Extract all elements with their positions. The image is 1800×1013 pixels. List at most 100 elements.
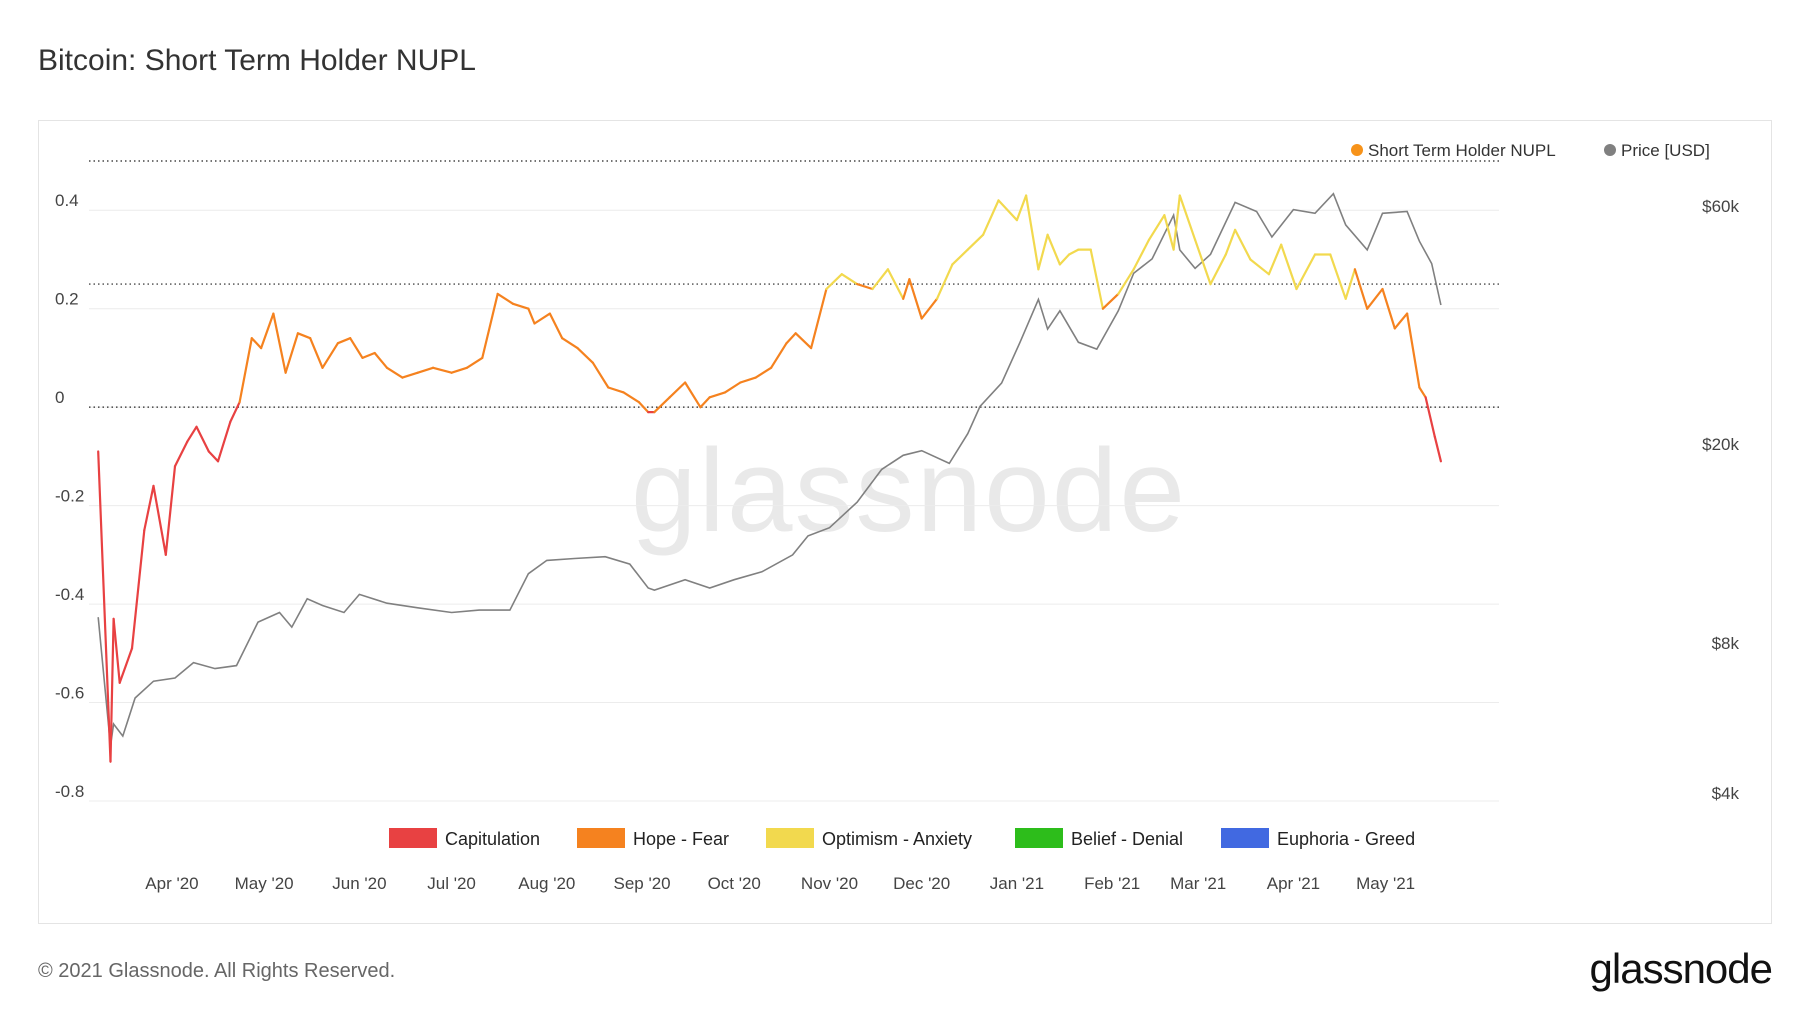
nupl-segment	[349, 337, 364, 359]
nupl-segment	[1058, 253, 1071, 266]
x-tick-label: Apr '21	[1267, 874, 1320, 893]
nupl-segment	[1418, 386, 1427, 399]
y-left-tick-label: -0.2	[55, 487, 84, 506]
nupl-segment	[164, 465, 177, 556]
nupl-segment	[1249, 258, 1271, 276]
x-axis-ticks: Apr '20 May '20 Jun '20 Jul '20 Aug '20 Sep '…	[145, 874, 1415, 893]
zone-swatch	[1221, 828, 1269, 848]
y-right-axis-ticks: $60k $20k $8k $4k	[1702, 197, 1739, 803]
nupl-segment	[997, 199, 1019, 222]
nupl-segment	[321, 342, 339, 369]
nupl-segment	[1101, 292, 1120, 310]
nupl-segment	[109, 617, 115, 763]
nupl-segment	[1329, 253, 1347, 300]
nupl-segment	[902, 278, 911, 300]
nupl-segment	[1024, 194, 1040, 271]
nupl-segment	[981, 199, 1000, 236]
nupl-segment	[1381, 287, 1396, 330]
nupl-segment	[97, 450, 112, 763]
nupl-segment	[195, 425, 210, 453]
nupl-segment	[238, 337, 253, 404]
nupl-segment	[1067, 248, 1080, 256]
nupl-segment	[229, 401, 241, 423]
nupl-segment	[576, 347, 595, 364]
zone-swatch	[577, 828, 625, 848]
nupl-segment	[548, 312, 564, 340]
nupl-segment	[1132, 238, 1151, 271]
nupl-segment	[112, 617, 121, 684]
nupl-segment	[1393, 312, 1409, 330]
nupl-segment	[1037, 233, 1049, 271]
nupl-segment	[385, 366, 404, 379]
nupl-segment	[1163, 214, 1175, 251]
nupl-segment	[173, 440, 189, 468]
nupl-segment	[935, 263, 954, 300]
nupl-segment	[186, 425, 198, 443]
nupl-segment	[296, 332, 312, 340]
nupl-segment	[216, 420, 232, 463]
nupl-segment	[1117, 268, 1135, 295]
x-tick-label: Jan '21	[990, 874, 1044, 893]
nupl-segment	[855, 283, 874, 291]
nupl-segment	[1353, 268, 1369, 310]
y-left-axis-ticks: 0.4 0.2 0 -0.2 -0.4 -0.6 -0.8	[55, 191, 84, 801]
chart-frame: glassnode 0.4 0.2 0 -0.2 -0.4 -0.6 -0.8 $60k $2…	[38, 120, 1772, 924]
nupl-segment	[607, 386, 625, 394]
y-left-tick-label: 0.2	[55, 290, 79, 309]
nupl-segment	[250, 337, 263, 350]
nupl-segment	[450, 366, 468, 374]
reference-lines	[89, 160, 1499, 408]
nupl-segment	[1172, 194, 1181, 251]
nupl-segment	[1193, 238, 1212, 286]
y-left-tick-label: -0.6	[55, 684, 84, 703]
x-tick-label: Aug '20	[518, 874, 575, 893]
nupl-segment	[1046, 233, 1062, 266]
nupl-segment	[1280, 243, 1298, 291]
nupl-segment	[284, 332, 299, 374]
glassnode-logo: glassnode	[1589, 945, 1773, 992]
nupl-segment	[1295, 253, 1317, 291]
nupl-segment	[533, 312, 551, 325]
x-tick-label: Dec '20	[893, 874, 950, 893]
nupl-segment	[951, 248, 969, 266]
nupl-segment	[309, 337, 324, 369]
watermark: glassnode	[631, 425, 1187, 557]
nupl-segment	[1424, 396, 1436, 438]
legend-marker	[1604, 144, 1616, 156]
y-right-tick-label: $4k	[1712, 784, 1740, 803]
nupl-segment	[1267, 243, 1283, 276]
nupl-segment	[207, 450, 220, 463]
nupl-segment	[1089, 248, 1105, 310]
nupl-segment	[152, 484, 167, 556]
nupl-segment	[336, 337, 352, 345]
nupl-segment	[825, 273, 843, 291]
series-legend: Short Term Holder NUPL Price [USD]	[1351, 141, 1710, 160]
nupl-segment	[591, 361, 610, 389]
nupl-segment	[723, 381, 742, 394]
nupl-segment	[373, 351, 389, 369]
nupl-segment	[1366, 287, 1384, 310]
nupl-segment	[432, 366, 453, 374]
nupl-segment	[683, 381, 702, 409]
nupl-segment	[1405, 312, 1421, 389]
legend-label: Price [USD]	[1621, 141, 1710, 160]
gridlines	[89, 209, 1499, 802]
nupl-segment	[1147, 214, 1166, 241]
nupl-segment	[769, 342, 788, 369]
x-tick-label: Oct '20	[708, 874, 761, 893]
nupl-segment	[622, 391, 641, 404]
footer-copyright: © 2021 Glassnode. All Rights Reserved.	[38, 960, 396, 982]
chart-svg: glassnode 0.4 0.2 0 -0.2 -0.4 -0.6 -0.8 $60k $2…	[55, 141, 1739, 893]
nupl-segment	[481, 292, 499, 359]
zone-label: Euphoria - Greed	[1277, 829, 1415, 849]
nupl-segment	[1015, 194, 1028, 222]
nupl-segment	[511, 302, 530, 310]
page-title: Bitcoin: Short Term Holder NUPL	[38, 44, 476, 77]
nupl-segment	[966, 233, 985, 251]
nupl-segment	[699, 396, 711, 409]
y-right-tick-label: $8k	[1712, 634, 1740, 653]
nupl-segment	[401, 371, 419, 379]
zone-swatch	[389, 828, 437, 848]
nupl-line	[97, 194, 1443, 763]
nupl-segment	[785, 332, 797, 345]
